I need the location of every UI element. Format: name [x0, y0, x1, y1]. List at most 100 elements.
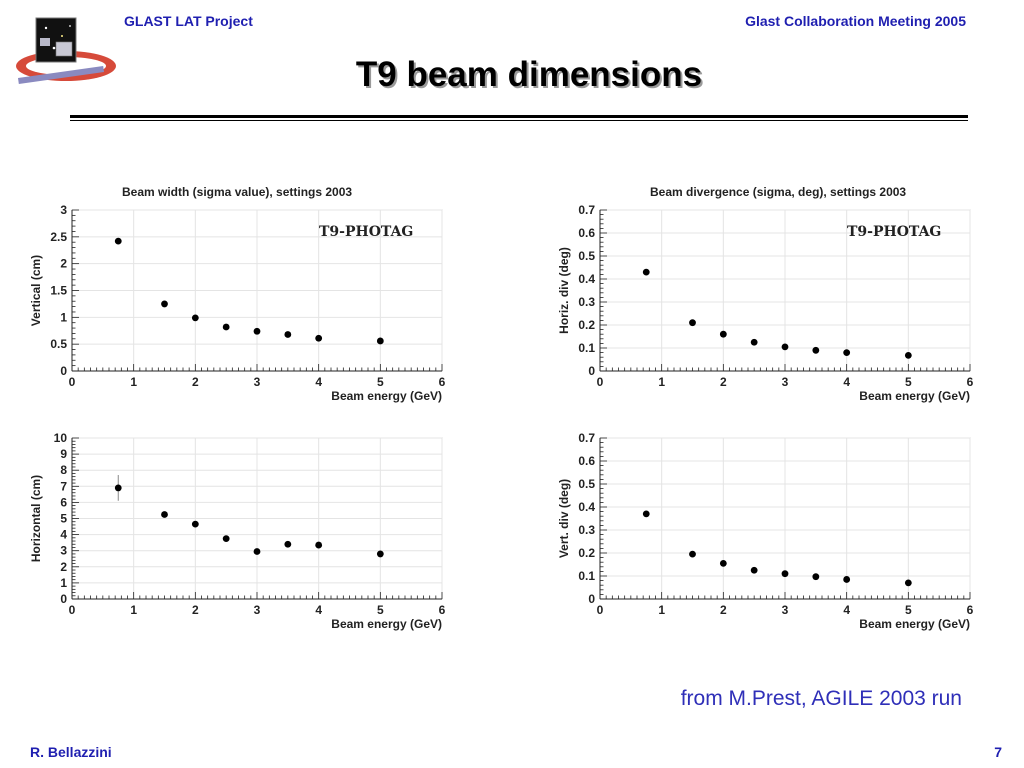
data-point	[315, 541, 323, 549]
header-meeting: Glast Collaboration Meeting 2005	[745, 13, 966, 29]
y-tick-label: 2	[60, 560, 67, 574]
data-point	[642, 268, 650, 276]
x-tick-label: 5	[377, 375, 384, 389]
chart-title: Beam width (sigma value), settings 2003	[122, 185, 352, 199]
chart-title: Beam divergence (sigma, deg), settings 2…	[650, 185, 906, 199]
x-tick-label: 2	[192, 603, 199, 617]
y-tick-label: 0.5	[578, 477, 595, 491]
title-rule	[70, 115, 968, 118]
data-point	[719, 559, 727, 567]
x-tick-label: 5	[377, 603, 384, 617]
y-tick-label: 0.4	[578, 500, 595, 514]
y-tick-label: 0.7	[578, 431, 595, 445]
x-tick-label: 4	[315, 375, 322, 389]
x-tick-label: 4	[843, 603, 850, 617]
glast-logo	[16, 17, 116, 84]
y-tick-label: 7	[60, 479, 67, 493]
y-tick-label: 4	[60, 528, 67, 542]
x-tick-label: 0	[69, 603, 76, 617]
slide-title: T9 beam dimensions	[355, 55, 703, 94]
y-tick-label: 0	[588, 364, 595, 378]
data-point	[114, 484, 122, 492]
x-axis-label: Beam energy (GeV)	[331, 389, 442, 403]
y-tick-label: 10	[54, 431, 68, 445]
x-tick-label: 3	[782, 603, 789, 617]
data-point	[161, 511, 168, 518]
data-point	[222, 535, 230, 543]
data-point	[904, 579, 912, 587]
chart-vertical-divergence: 0 1 2 3 4 5 6 0 0.1 0.2 0.3 0.4 0.5 0.6 0.7 Beam energy…	[557, 431, 974, 631]
x-tick-label: 6	[967, 375, 974, 389]
x-tick-label: 6	[439, 375, 446, 389]
x-tick-label: 5	[905, 375, 912, 389]
x-tick-label: 1	[130, 603, 137, 617]
data-point	[812, 573, 820, 581]
y-tick-label: 0.5	[578, 249, 595, 263]
chart-annotation: T9-PHOTAG	[319, 224, 413, 240]
y-tick-label: 0	[60, 592, 67, 606]
data-point	[284, 331, 292, 338]
x-tick-label: 3	[782, 375, 789, 389]
data-point	[781, 343, 789, 351]
y-tick-label: 1	[60, 310, 67, 324]
x-tick-label: 2	[720, 603, 727, 617]
y-tick-label: 0.1	[578, 569, 595, 583]
data-point	[191, 520, 199, 528]
data-point	[642, 510, 650, 518]
y-tick-label: 8	[60, 463, 67, 477]
x-axis-label: Beam energy (GeV)	[859, 389, 970, 403]
y-tick-label: 1	[60, 576, 67, 590]
x-tick-label: 1	[658, 375, 665, 389]
chart-horizontal-divergence: Beam divergence (sigma, deg), settings 2…	[557, 185, 974, 403]
x-tick-label: 6	[439, 603, 446, 617]
y-tick-label: 3	[60, 544, 67, 558]
x-tick-label: 1	[130, 375, 137, 389]
data-point	[843, 349, 851, 356]
x-tick-label: 0	[69, 375, 76, 389]
y-tick-label: 0.3	[578, 523, 595, 537]
y-axis-label: Horizontal (cm)	[29, 475, 43, 562]
x-tick-label: 1	[658, 603, 665, 617]
y-tick-label: 0	[60, 364, 67, 378]
x-axis-label: Beam energy (GeV)	[859, 617, 970, 631]
y-tick-label: 0.2	[578, 546, 595, 560]
x-axis-label: Beam energy (GeV)	[331, 617, 442, 631]
data-point	[812, 346, 820, 354]
x-tick-label: 2	[192, 375, 199, 389]
data-point	[161, 300, 168, 308]
data-point	[904, 351, 912, 359]
data-point	[689, 550, 696, 558]
chart-annotation: T9-PHOTAG	[847, 224, 941, 240]
data-point	[376, 337, 384, 345]
y-tick-label: 6	[60, 495, 67, 509]
y-tick-label: 2	[60, 257, 67, 271]
x-tick-label: 3	[254, 603, 261, 617]
title-rule-thin	[70, 120, 968, 121]
data-point	[781, 570, 789, 578]
chart-vertical-width: Beam width (sigma value), settings 2003 0…	[29, 185, 446, 403]
y-tick-label: 9	[60, 447, 67, 461]
y-axis-label: Vertical (cm)	[29, 255, 43, 326]
footer-author: R. Bellazzini	[30, 744, 112, 760]
data-point	[689, 319, 696, 327]
data-point	[843, 576, 851, 583]
data-point	[750, 338, 758, 346]
source-credit: from M.Prest, AGILE 2003 run	[680, 687, 962, 710]
y-tick-label: 0.1	[578, 341, 595, 355]
y-tick-label: 0.4	[578, 272, 595, 286]
x-tick-label: 4	[315, 603, 322, 617]
y-tick-label: 0.2	[578, 318, 595, 332]
y-axis-label: Horiz. div (deg)	[557, 247, 571, 334]
data-point	[114, 237, 122, 245]
y-tick-label: 0.6	[578, 226, 595, 240]
header-project: GLAST LAT Project	[124, 13, 253, 29]
y-tick-label: 0.5	[50, 337, 67, 351]
data-point	[376, 550, 384, 558]
data-point	[253, 548, 261, 555]
data-point	[750, 566, 758, 574]
data-point	[315, 334, 323, 342]
data-point	[253, 327, 261, 335]
x-tick-label: 4	[843, 375, 850, 389]
data-point	[284, 540, 292, 548]
